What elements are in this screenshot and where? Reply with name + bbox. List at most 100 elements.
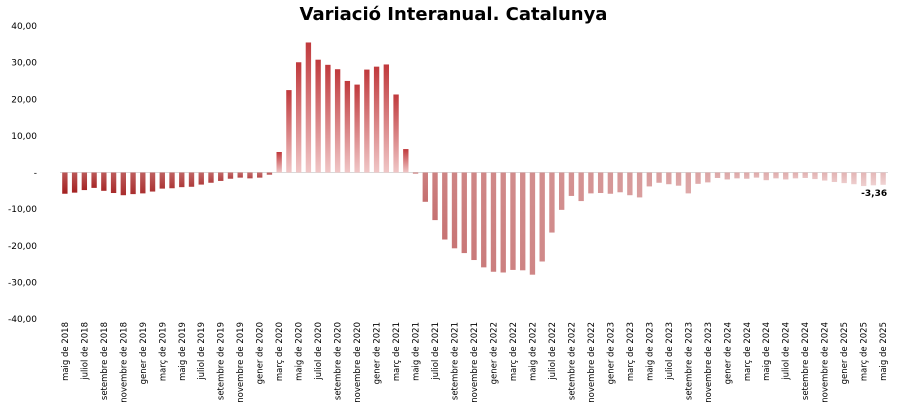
bar	[286, 90, 292, 173]
bar	[471, 172, 477, 261]
bar	[140, 172, 146, 194]
bar	[860, 172, 867, 187]
y-tick-label: 20,00	[11, 95, 37, 105]
bar	[276, 151, 282, 173]
bar	[295, 62, 302, 173]
x-tick-label: març de 2019	[158, 322, 168, 381]
bar	[500, 172, 506, 273]
bar	[110, 172, 117, 194]
bar	[734, 172, 740, 179]
x-tick-label: novembre de 2019	[236, 322, 246, 403]
bar	[666, 172, 672, 185]
x-tick-label: maig de 2024	[762, 322, 772, 381]
bar	[227, 172, 234, 179]
bar	[802, 172, 808, 178]
bar	[373, 66, 380, 173]
bar	[169, 172, 175, 189]
bar	[520, 172, 526, 271]
x-tick-label: gener de 2021	[373, 322, 383, 384]
bar	[218, 172, 224, 181]
bar	[344, 80, 351, 173]
x-tick-label: maig de 2023	[645, 322, 655, 381]
x-tick-label: novembre de 2021	[470, 322, 480, 403]
x-tick-label: juliol de 2019	[197, 322, 207, 381]
bar	[578, 172, 584, 202]
bar	[588, 172, 594, 194]
bar	[568, 172, 575, 196]
bar	[607, 172, 614, 194]
bar	[705, 172, 711, 183]
bar	[364, 69, 370, 173]
bar	[656, 172, 662, 183]
bar	[91, 172, 97, 188]
bar	[597, 172, 604, 194]
bar	[334, 69, 341, 173]
bar	[393, 94, 399, 173]
bar	[461, 172, 467, 254]
bar	[617, 172, 623, 193]
bar	[812, 172, 818, 180]
data-label: -3,36	[861, 189, 887, 199]
bar	[880, 172, 886, 185]
bar	[305, 42, 312, 173]
y-tick-label: 10,00	[11, 132, 37, 142]
x-tick-label: maig de 2019	[178, 322, 188, 381]
x-tick-label: març de 2024	[743, 322, 753, 381]
x-tick-label: gener de 2022	[489, 322, 499, 384]
bar	[714, 172, 721, 178]
bar	[208, 172, 214, 183]
bar	[773, 172, 779, 179]
bar	[685, 172, 691, 194]
x-tick-label: març de 2021	[392, 322, 402, 381]
bar	[422, 172, 428, 202]
bar	[101, 172, 107, 191]
chart-title: Variació Interanual. Catalunya	[299, 4, 608, 25]
x-tick-label: setembre de 2023	[684, 322, 694, 400]
x-tick-label: gener de 2020	[256, 322, 266, 384]
bar	[130, 172, 136, 195]
bar	[451, 172, 458, 249]
bar	[636, 172, 643, 198]
bar-series	[62, 42, 886, 275]
bar	[724, 172, 730, 180]
bar	[149, 172, 156, 192]
x-tick-label: març de 2023	[626, 322, 636, 381]
bar	[325, 64, 331, 173]
x-tick-label: juliol de 2021	[431, 322, 441, 381]
x-tick-label: setembre de 2020	[334, 322, 344, 400]
bar	[81, 172, 88, 191]
bar	[822, 172, 828, 181]
x-axis: maig de 2018 juliol de 2018 setembre de 20…	[61, 322, 889, 403]
y-tick-label: 40,00	[11, 22, 37, 32]
x-tick-label: setembre de 2021	[451, 322, 461, 400]
bar	[646, 172, 653, 187]
bar	[179, 172, 185, 188]
bar	[529, 172, 536, 275]
y-tick-label: -20,00	[8, 242, 37, 252]
bar	[792, 172, 799, 179]
x-tick-label: gener de 2019	[139, 322, 149, 384]
bar	[627, 172, 633, 196]
bar	[851, 172, 857, 185]
bar	[412, 172, 419, 174]
bar	[266, 172, 273, 175]
y-tick-label: -10,00	[8, 205, 37, 215]
data-labels: -3,36	[861, 189, 887, 199]
bar	[763, 172, 769, 181]
y-tick-label: -40,00	[8, 315, 37, 325]
x-tick-label: juliol de 2020	[314, 322, 324, 381]
x-tick-label: juliol de 2018	[80, 322, 90, 381]
bar	[403, 149, 409, 173]
bar	[432, 172, 438, 221]
bar	[558, 172, 565, 210]
bar	[198, 172, 204, 185]
x-tick-label: maig de 2021	[412, 322, 422, 381]
x-tick-label: juliol de 2023	[665, 322, 675, 381]
bar	[510, 172, 516, 270]
bar	[383, 64, 390, 173]
x-tick-label: març de 2022	[509, 322, 519, 381]
x-tick-label: gener de 2023	[606, 322, 616, 384]
bar	[62, 172, 68, 194]
x-tick-label: març de 2025	[860, 322, 870, 381]
